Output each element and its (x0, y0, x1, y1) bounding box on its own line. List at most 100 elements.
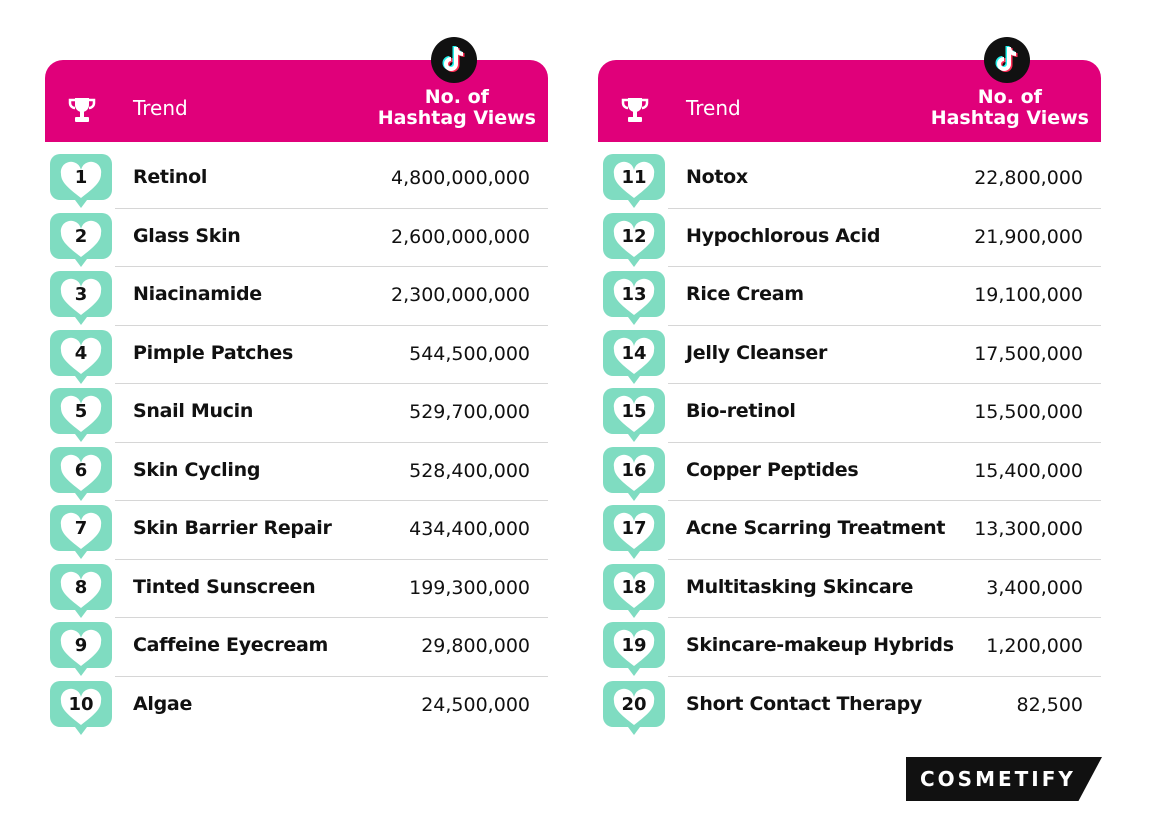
view-count: 21,900,000 (974, 225, 1083, 248)
view-count: 19,100,000 (974, 284, 1083, 306)
trophy-icon (68, 98, 96, 122)
row-separator (115, 558, 548, 560)
rank-badge: 6 (50, 446, 112, 501)
rank-number: 5 (75, 401, 88, 422)
table-row: 6 Skin Cycling 528,400,000 (45, 443, 548, 501)
table-row: 7 Skin Barrier Repair 434,400,000 (45, 501, 548, 560)
rank-number: 7 (75, 518, 88, 539)
view-count: 22,800,000 (974, 167, 1083, 189)
rank-badge: 2 (50, 212, 112, 267)
view-count: 544,500,000 (409, 342, 530, 365)
view-count: 15,400,000 (974, 459, 1083, 482)
row-separator (115, 383, 548, 384)
rank-number: 15 (621, 401, 646, 422)
table-row: 10 Algae 24,500,000 (45, 677, 548, 736)
view-count: 434,400,000 (409, 518, 530, 540)
table-row: 11 Notox 22,800,000 (598, 150, 1101, 209)
rank-badge: 4 (50, 329, 112, 384)
rank-badge: 8 (50, 563, 112, 618)
trend-name: Jelly Cleanser (686, 341, 828, 364)
table-row: 15 Bio-retinol 15,500,000 (598, 384, 1101, 443)
trend-name: Caffeine Eyecream (133, 634, 329, 656)
rank-badge: 19 (603, 622, 665, 676)
rank-badge: 13 (603, 271, 665, 325)
row-separator (668, 558, 1101, 560)
view-count: 17,500,000 (974, 342, 1083, 365)
view-count: 82,500 (1016, 693, 1083, 716)
rank-number: 10 (68, 694, 93, 715)
trend-name: Rice Cream (686, 283, 804, 305)
view-count: 199,300,000 (409, 576, 530, 599)
trend-name: Niacinamide (133, 283, 262, 305)
table-row: 5 Snail Mucin 529,700,000 (45, 384, 548, 443)
rank-badge: 17 (603, 505, 665, 559)
table-row: 8 Tinted Sunscreen 199,300,000 (45, 560, 548, 618)
table-row: 1 Retinol 4,800,000,000 (45, 150, 548, 209)
table-row: 12 Hypochlorous Acid 21,900,000 (598, 209, 1101, 267)
trend-name: Skin Barrier Repair (133, 517, 332, 539)
row-separator (668, 500, 1101, 501)
rank-number: 20 (621, 694, 646, 715)
rank-badge: 14 (603, 329, 665, 384)
row-separator (115, 675, 548, 677)
rank-badge: 20 (603, 680, 665, 735)
row-separator (668, 324, 1101, 326)
trend-name: Hypochlorous Acid (686, 224, 881, 247)
trend-name: Snail Mucin (133, 400, 254, 422)
rank-number: 17 (621, 518, 646, 539)
trend-name: Notox (686, 166, 748, 188)
ranking-table: Trend No. of Hashtag Views 11 Notox 22,800,… (598, 37, 1101, 740)
rank-number: 13 (621, 284, 646, 305)
row-separator (115, 500, 548, 501)
view-count: 528,400,000 (409, 459, 530, 482)
view-count: 2,300,000,000 (390, 284, 530, 306)
table-row: 16 Copper Peptides 15,400,000 (598, 443, 1101, 501)
rank-badge: 10 (50, 680, 112, 735)
table-row: 9 Caffeine Eyecream 29,800,000 (45, 618, 548, 677)
row-separator (115, 617, 548, 618)
view-count: 1,200,000 (986, 635, 1083, 657)
tiktok-icon (431, 37, 477, 83)
trend-name: Tinted Sunscreen (133, 575, 316, 598)
rank-number: 18 (621, 577, 646, 598)
trend-name: Retinol (133, 166, 208, 188)
column-header: Trend (133, 96, 188, 120)
view-count: 15,500,000 (974, 401, 1083, 423)
rank-number: 19 (621, 635, 646, 656)
rank-number: 16 (621, 460, 646, 481)
row-separator (115, 207, 548, 209)
trophy-icon (621, 98, 649, 122)
rank-number: 1 (75, 167, 88, 188)
table-row: 19 Skincare-makeup Hybrids 1,200,000 (598, 618, 1101, 677)
trend-name: Pimple Patches (133, 341, 293, 364)
table-row: 13 Rice Cream 19,100,000 (598, 267, 1101, 326)
rank-number: 12 (621, 226, 646, 247)
view-count: 29,800,000 (421, 635, 530, 657)
rank-badge: 15 (603, 388, 665, 442)
rank-number: 8 (75, 577, 88, 598)
column-header: Trend (686, 96, 741, 120)
row-separator (668, 617, 1101, 618)
rank-badge: 1 (50, 154, 112, 208)
view-count: 13,300,000 (974, 518, 1083, 540)
column-header: No. of Hashtag Views (930, 86, 1089, 129)
rank-number: 14 (621, 343, 646, 364)
rank-badge: 16 (603, 446, 665, 501)
rank-badge: 3 (50, 271, 112, 325)
rank-badge: 11 (603, 154, 665, 208)
trend-name: Short Contact Therapy (686, 692, 922, 715)
row-separator (668, 383, 1101, 384)
rank-badge: 18 (603, 563, 665, 618)
trend-name: Skincare-makeup Hybrids (686, 634, 954, 656)
tiktok-icon (984, 37, 1030, 83)
rank-badge: 5 (50, 388, 112, 442)
trend-name: Acne Scarring Treatment (686, 517, 946, 539)
row-separator (668, 441, 1101, 443)
rank-badge: 12 (603, 212, 665, 267)
brand-logo: COSMETIFY (906, 757, 1102, 801)
table-row: 4 Pimple Patches 544,500,000 (45, 326, 548, 384)
table-row: 2 Glass Skin 2,600,000,000 (45, 209, 548, 267)
rank-number: 4 (75, 343, 88, 364)
row-separator (115, 266, 548, 267)
